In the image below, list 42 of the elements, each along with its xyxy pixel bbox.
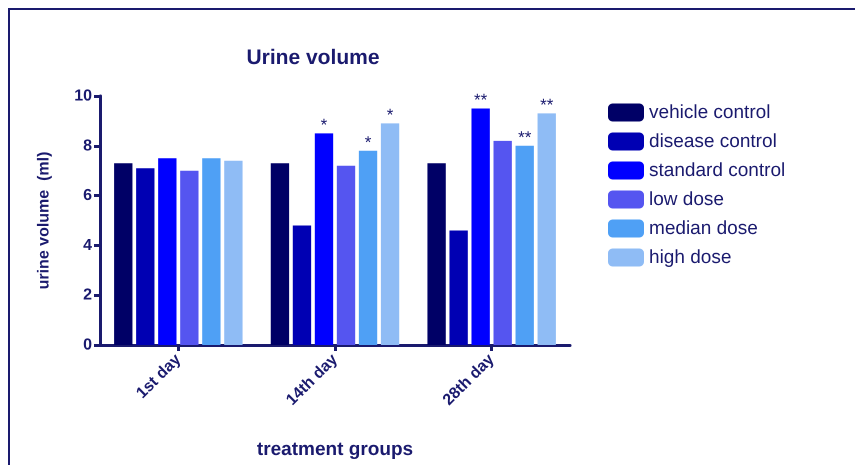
y-tick-label: 2 [83,286,92,304]
y-tick-label: 0 [83,336,92,354]
bar [224,160,243,345]
bar [114,163,132,345]
y-tick-label: 10 [74,88,92,104]
y-tick-label: 4 [83,236,92,254]
legend-label: standard control [649,160,786,181]
bar [516,146,534,345]
legend-label: vehicle control [649,102,770,123]
legend-label: median dose [649,218,758,239]
y-axis-title: urine volume (ml) [36,152,52,290]
x-tick-label: 1st day [133,350,184,402]
data-label: * [386,105,394,124]
bar [180,170,199,345]
x-tick-label: 28th day [440,350,498,409]
legend-label: high dose [649,247,732,268]
data-label: * [320,115,328,134]
bar [471,108,490,345]
bar [380,123,400,345]
data-label: ** [518,128,532,147]
legend-label: low dose [649,189,724,210]
legend-label: disease control [649,131,777,152]
chart-title: Urine volume [246,46,380,69]
bar [538,113,556,345]
data-label: ** [540,95,554,114]
y-tick-label: 6 [83,187,92,204]
bar [136,168,154,345]
bar [270,163,290,345]
bar [494,140,512,345]
bar [292,225,312,345]
bar [449,230,468,345]
x-axis-title: treatment groups [256,439,414,460]
data-label: ** [474,90,488,110]
bar [427,163,446,345]
bar [336,166,356,345]
bar [358,150,378,345]
y-tick-label: 8 [83,137,92,154]
bar [202,158,221,345]
bar [158,158,176,345]
bar [314,133,334,345]
data-label: * [364,132,372,152]
x-tick-label: 14th day [283,350,342,409]
